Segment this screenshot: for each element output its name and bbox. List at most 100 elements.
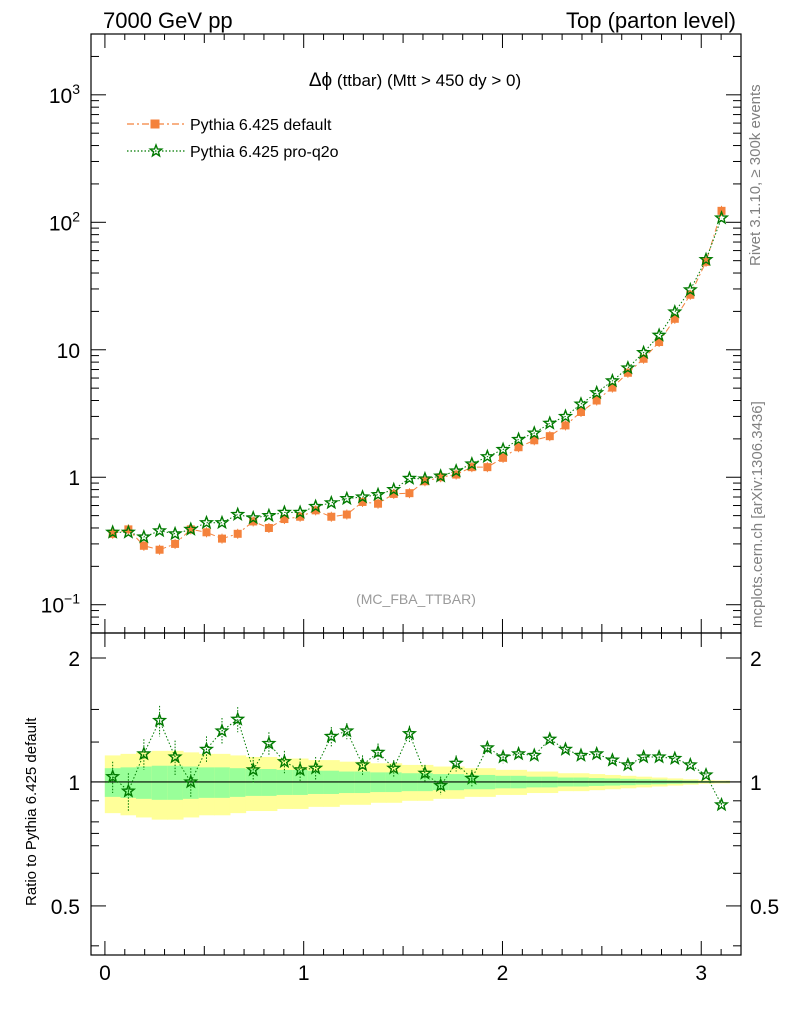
legend-marker-square [150, 119, 160, 129]
default-point [171, 539, 180, 548]
default-point [155, 545, 164, 554]
ratio-point [479, 739, 495, 755]
pro-q2o-point [667, 303, 683, 319]
ratio-point [433, 777, 449, 793]
default-point [108, 529, 117, 538]
ratio-point [386, 760, 402, 775]
y-tick-label: 10 [57, 340, 80, 363]
pro-q2o-point [620, 359, 636, 375]
legend-marker-star [148, 143, 164, 158]
default-point [249, 517, 258, 526]
pro-q2o-point [417, 470, 433, 486]
ratio-point [604, 752, 620, 767]
ratio-y-axis-label: Ratio to Pythia 6.425 default [23, 717, 40, 906]
default-point [202, 528, 211, 537]
pro-q2o-point [464, 456, 480, 471]
pro-q2o-point [604, 372, 620, 388]
ratio-y-tick-label-right: 1 [750, 772, 762, 795]
pro-q2o-point [214, 514, 230, 530]
pro-q2o-point [120, 524, 136, 539]
ratio-y-tick-label: 0.5 [51, 896, 80, 919]
ratio-point [542, 731, 558, 746]
x-tick-label: 1 [298, 962, 310, 985]
default-point [436, 473, 445, 482]
default-point [233, 529, 242, 538]
pro-q2o-point [261, 507, 277, 523]
pro-q2o-point [198, 514, 215, 530]
default-point [623, 368, 632, 377]
legend-label-default: Pythia 6.425 default [190, 117, 332, 134]
default-point [576, 407, 585, 416]
y-tick-label: 10−1 [41, 591, 81, 618]
default-point [186, 525, 195, 534]
ratio-point [635, 748, 652, 764]
pro-q2o-point [354, 488, 371, 504]
ratio-point [276, 753, 293, 769]
pro-q2o-point [542, 415, 558, 430]
pro-q2o-point [526, 425, 542, 440]
ratio-band-inner [136, 766, 153, 799]
default-point [374, 499, 383, 508]
ratio-point [292, 761, 308, 777]
rivet-label: Rivet 3.1.10, ≥ 300k events [747, 84, 764, 266]
pro-q2o-point [682, 281, 698, 297]
ratio-point [261, 735, 277, 750]
y-tick-label: 102 [49, 208, 80, 235]
ratio-band-inner [214, 767, 231, 798]
default-point [342, 510, 351, 519]
default-point [264, 523, 273, 532]
default-point [592, 396, 601, 405]
ratio-plot-frame [90, 632, 742, 956]
ratio-y-tick-label-right: 0.5 [750, 896, 779, 919]
ratio-band-inner [167, 765, 184, 800]
pro-q2o-point [370, 486, 386, 502]
chart-title: Δϕ (ttbar) (Mtt > 450 dy > 0) [309, 70, 521, 91]
ratio-point [136, 745, 152, 761]
ratio-point [151, 712, 168, 727]
pro-q2o-point [573, 396, 589, 411]
default-point [530, 436, 539, 445]
default-point [358, 497, 367, 506]
ratio-band-inner [151, 765, 169, 800]
default-point [139, 541, 148, 550]
ratio-point [198, 741, 215, 756]
default-point [561, 421, 570, 430]
default-point [483, 463, 492, 472]
ratio-y-tick-label-right: 2 [750, 648, 762, 671]
ratio-band-inner [198, 767, 215, 798]
pro-q2o-point [589, 384, 605, 400]
pro-q2o-point [448, 462, 464, 478]
ratio-point [526, 747, 542, 762]
ratio-point [105, 768, 121, 784]
pro-q2o-point [386, 481, 402, 497]
pro-q2o-point [479, 448, 495, 464]
default-point [545, 432, 554, 441]
default-point [452, 470, 461, 479]
legend-label-pro-q2o: Pythia 6.425 pro-q2o [190, 144, 339, 161]
pro-q2o-point [136, 528, 152, 544]
default-point [327, 512, 336, 521]
pro-q2o-point [276, 504, 293, 519]
series-line-default [112, 210, 722, 551]
default-point [514, 443, 523, 452]
default-point [296, 512, 305, 521]
pro-q2o-point [245, 509, 261, 525]
default-point [670, 314, 679, 323]
pro-q2o-point [183, 521, 199, 536]
ratio-point [620, 756, 636, 772]
pro-q2o-point [713, 210, 730, 225]
ratio-point [354, 756, 371, 772]
ratio-point [713, 796, 730, 812]
ratio-point [698, 766, 714, 782]
default-point [405, 489, 414, 498]
ratio-band-inner [182, 766, 200, 799]
ratio-point [183, 773, 199, 789]
ratio-y-tick-label: 2 [68, 648, 80, 671]
ratio-point [308, 760, 324, 775]
analysis-tag: (MC_FBA_TTBAR) [356, 591, 476, 607]
pro-q2o-point [105, 524, 121, 539]
ratio-point [651, 748, 667, 764]
ratio-point [120, 783, 136, 798]
ratio-point [464, 770, 480, 785]
